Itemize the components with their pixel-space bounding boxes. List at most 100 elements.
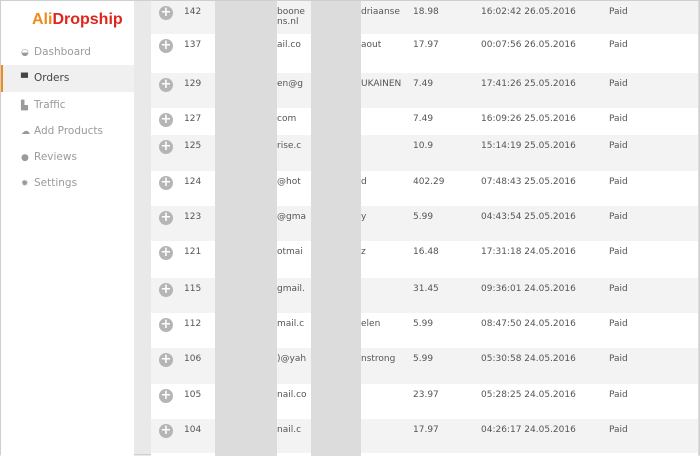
order-amount: 7.49: [413, 79, 434, 89]
table-row[interactable]: + 137 ail.co aout 17.97 00:07:56 26.05.20…: [151, 34, 698, 73]
status-badge: Paid: [609, 354, 628, 364]
expand-plus-icon[interactable]: +: [159, 175, 173, 190]
status-badge: Paid: [609, 284, 628, 294]
sidebar-item-traffic[interactable]: ▙ Traffic: [1, 92, 134, 118]
expand-plus-icon[interactable]: +: [159, 317, 173, 332]
order-amount: 10.9: [413, 141, 434, 151]
email-cell: nail.co: [277, 390, 307, 400]
sidebar-item-orders[interactable]: ▀ Orders: [1, 65, 134, 92]
expand-plus-icon[interactable]: +: [159, 352, 173, 367]
customer-name: nstrong: [361, 354, 396, 364]
status-badge: Paid: [609, 40, 628, 50]
order-date: 05:30:58 24.05.2016: [481, 354, 576, 364]
customer-name: y: [361, 212, 367, 222]
cloud-upload-icon: ☁: [21, 126, 30, 137]
order-id: 142: [184, 7, 202, 17]
expand-plus-icon[interactable]: +: [159, 388, 173, 403]
sidebar-item-label: Traffic: [34, 98, 66, 111]
status-badge: Paid: [609, 7, 628, 17]
sidebar-item-dashboard[interactable]: ◒ Dashboard: [1, 39, 134, 65]
status-badge: Paid: [609, 319, 628, 329]
order-date: 17:31:18 24.05.2016: [481, 247, 576, 257]
order-date: 04:43:54 25.05.2016: [481, 212, 576, 222]
customer-name: z: [361, 247, 366, 257]
order-id: 124: [184, 177, 202, 187]
expand-plus-icon[interactable]: +: [159, 5, 173, 20]
order-id: 112: [184, 319, 202, 329]
order-amount: 23.97: [413, 390, 439, 400]
table-row[interactable]: + 124 @hot d 402.29 07:48:43 25.05.2016 P…: [151, 171, 698, 206]
dashboard-icon: ◒: [21, 48, 29, 58]
order-id: 137: [184, 40, 202, 50]
orders-table: + 142 boone ns.nl driaanse 18.98 16:02:42 …: [151, 1, 699, 456]
sidebar-item-label: Settings: [34, 177, 78, 190]
expand-plus-icon[interactable]: +: [159, 112, 173, 127]
order-amount: 17.97: [413, 40, 439, 50]
expand-plus-icon[interactable]: +: [159, 139, 173, 154]
table-row[interactable]: + 105 nail.co 23.97 05:28:25 24.05.2016 P…: [151, 384, 698, 419]
sidebar-item-label: Orders: [34, 72, 70, 85]
order-amount: 5.99: [413, 319, 434, 329]
table-row[interactable]: + 121 otmai z 16.48 17:31:18 24.05.2016 P…: [151, 241, 698, 278]
order-amount: 17.97: [413, 425, 439, 435]
order-amount: 31.45: [413, 284, 439, 294]
order-date: 17:41:26 25.05.2016: [481, 79, 576, 89]
customer-name: elen: [361, 319, 381, 329]
order-date: 16:02:42 26.05.2016: [481, 7, 576, 17]
sidebar: AliDropship ◒ Dashboard ▀ Orders ▙ Traffic ☁ Ad…: [1, 1, 134, 456]
order-date: 04:26:17 24.05.2016: [481, 425, 576, 435]
table-row[interactable]: + 112 mail.c elen 5.99 08:47:50 24.05.201…: [151, 313, 698, 348]
customer-name: d: [361, 177, 367, 187]
order-id: 123: [184, 212, 202, 222]
email-cell: com: [277, 114, 297, 124]
order-amount: 7.49: [413, 114, 434, 124]
order-date: 15:14:19 25.05.2016: [481, 141, 576, 151]
status-badge: Paid: [609, 141, 628, 151]
order-id: 121: [184, 247, 202, 257]
order-id: 129: [184, 79, 202, 89]
status-badge: Paid: [609, 425, 628, 435]
expand-plus-icon[interactable]: +: [159, 245, 173, 260]
order-date: 07:48:43 25.05.2016: [481, 177, 576, 187]
expand-plus-icon[interactable]: +: [159, 38, 173, 53]
order-amount: 402.29: [413, 177, 445, 187]
order-date: 16:09:26 25.05.2016: [481, 114, 576, 124]
sidebar-item-label: Add Products: [34, 124, 104, 137]
expand-plus-icon[interactable]: +: [159, 282, 173, 297]
logo-part2: Dropship: [52, 11, 123, 28]
email-cell: ail.co: [277, 40, 301, 50]
email-cell: boone ns.nl: [277, 7, 305, 27]
order-date: 05:28:25 24.05.2016: [481, 390, 576, 400]
status-badge: Paid: [609, 177, 628, 187]
status-badge: Paid: [609, 212, 628, 222]
redacted-column: [311, 1, 361, 456]
order-id: 127: [184, 114, 202, 124]
order-id: 105: [184, 390, 202, 400]
redacted-column: [215, 1, 277, 456]
email-cell: otmai: [277, 247, 303, 257]
chart-icon: ▙: [21, 100, 28, 111]
sidebar-item-add-products[interactable]: ☁ Add Products: [1, 118, 134, 144]
email-cell: rise.c: [277, 141, 302, 151]
comment-icon: ●: [21, 153, 29, 164]
order-date: 08:47:50 24.05.2016: [481, 319, 576, 329]
cart-icon: ▀: [21, 74, 28, 85]
order-id: 115: [184, 284, 202, 294]
email-cell: )@yah: [277, 354, 307, 364]
table-row[interactable]: + 127 com 7.49 16:09:26 25.05.2016 Paid: [151, 108, 698, 135]
email-cell: mail.c: [277, 319, 305, 329]
email-cell: gmail.: [277, 284, 305, 294]
customer-name: aout: [361, 40, 382, 50]
gear-icon: ✹: [21, 179, 29, 190]
email-cell: @hot: [277, 177, 301, 187]
logo[interactable]: AliDropship: [32, 11, 123, 29]
customer-name: UKAINEN: [361, 79, 402, 89]
expand-plus-icon[interactable]: +: [159, 423, 173, 438]
expand-plus-icon[interactable]: +: [159, 77, 173, 92]
order-id: 125: [184, 141, 202, 151]
sidebar-item-settings[interactable]: ✹ Settings: [1, 170, 134, 196]
expand-plus-icon[interactable]: +: [159, 210, 173, 225]
sidebar-item-reviews[interactable]: ● Reviews: [1, 144, 134, 170]
sidebar-item-label: Reviews: [34, 151, 77, 164]
status-badge: Paid: [609, 79, 628, 89]
